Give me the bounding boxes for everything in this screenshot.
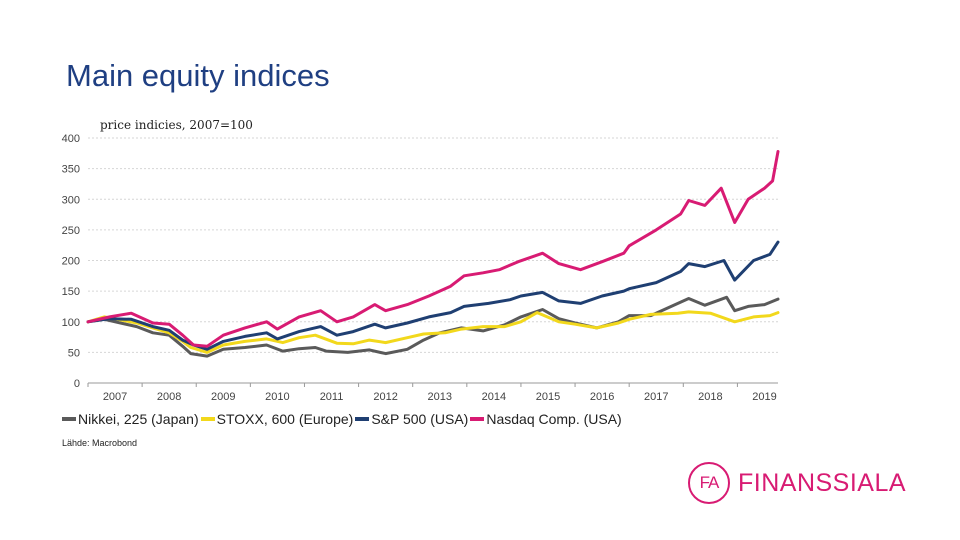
x-tick-label: 2014	[482, 391, 506, 403]
legend-swatch	[470, 417, 485, 421]
x-tick-label: 2017	[644, 391, 668, 403]
series-line-0	[86, 295, 780, 358]
legend-swatch	[355, 417, 370, 421]
x-tick-label: 2012	[373, 391, 397, 403]
series-line-3	[86, 150, 780, 348]
legend-item: Nasdaq Comp. (USA)	[470, 411, 622, 427]
x-tick-label: 2007	[103, 391, 127, 403]
x-tick-label: 2010	[265, 391, 289, 403]
x-tick-label: 2018	[698, 391, 722, 403]
x-tick-label: 2011	[320, 391, 344, 403]
logo-mark-icon: FA	[688, 462, 730, 504]
legend-label: STOXX, 600 (Europe)	[216, 411, 354, 427]
y-tick-label: 250	[62, 225, 80, 237]
axis-layer: 0 50 100 150 200 250 300 350 400 2007 2008 2009 2010…	[62, 133, 778, 403]
x-tick-label: 2013	[428, 391, 452, 403]
x-tick-label: 2008	[157, 391, 181, 403]
legend-label: S&P 500 (USA)	[371, 411, 469, 427]
source-note: Lähde: Macrobond	[62, 438, 138, 448]
chart-subtitle: price indicies, 2007=100	[100, 118, 253, 132]
logo-wordmark: FINANSSIALA	[738, 468, 907, 497]
grid-layer	[88, 137, 778, 353]
legend-swatch	[62, 417, 76, 421]
y-tick-label: 0	[74, 378, 80, 390]
x-tick-label: 2019	[752, 391, 776, 403]
series-line-1	[86, 310, 780, 354]
y-tick-label: 200	[62, 256, 80, 268]
x-tick-label: 2015	[536, 391, 560, 403]
legend-item: S&P 500 (USA)	[355, 411, 468, 427]
series-layer	[86, 150, 780, 358]
page-title: Main equity indices	[66, 58, 330, 93]
finanssiala-logo: FA FINANSSIALA	[688, 462, 906, 504]
legend-item: STOXX, 600 (Europe)	[200, 411, 354, 427]
legend-label: Nasdaq Comp. (USA)	[486, 411, 622, 427]
chart-legend: Nikkei, 225 (Japan) STOXX, 600 (Europe) S&…	[62, 411, 624, 427]
legend-swatch	[200, 417, 215, 421]
y-tick-label: 350	[62, 164, 80, 176]
x-tick-label: 2016	[590, 391, 614, 403]
y-tick-label: 300	[62, 194, 80, 206]
y-tick-label: 150	[62, 286, 80, 298]
x-tick-label: 2009	[211, 391, 235, 403]
y-tick-label: 400	[62, 133, 80, 145]
legend-item: Nikkei, 225 (Japan)	[62, 411, 199, 427]
y-tick-label: 100	[62, 317, 80, 329]
legend-label: Nikkei, 225 (Japan)	[78, 411, 199, 427]
y-tick-label: 50	[68, 347, 80, 359]
